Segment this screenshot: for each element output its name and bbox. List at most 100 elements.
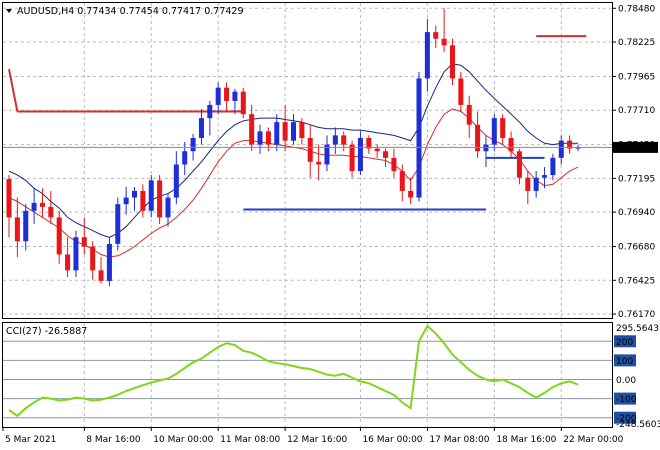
candle-body <box>274 122 280 145</box>
candle-body <box>23 210 29 242</box>
candle-body <box>516 151 522 178</box>
cci-level-label: 200 <box>616 338 633 348</box>
candle-body <box>449 45 455 79</box>
candle-body <box>332 135 338 145</box>
candle-body <box>257 131 263 145</box>
candle-body <box>416 78 422 198</box>
candle-body <box>399 171 405 191</box>
candle-body <box>475 124 481 152</box>
candle-body <box>14 217 20 242</box>
current-price-marker: 0.77429 <box>3 141 658 154</box>
candle-body <box>349 144 355 172</box>
candle-body <box>98 270 104 281</box>
candle-body <box>525 177 531 191</box>
cci-scale-top: 295.5643 <box>616 324 659 334</box>
candle-body <box>542 175 548 178</box>
price-header: AUDUSD,H4 0.77434 0.77454 0.77417 0.7742… <box>6 6 244 17</box>
current-price-label: 0.77429 <box>616 144 653 154</box>
candle-body <box>190 138 196 152</box>
candle-body <box>90 246 96 271</box>
price-tick-label: 0.78480 <box>618 4 655 14</box>
candle-body <box>491 118 497 145</box>
candle-body <box>558 140 564 158</box>
cci-level-label: 0.00 <box>616 376 636 386</box>
candle-body <box>433 32 439 39</box>
candle-body <box>282 122 288 141</box>
candle-body <box>31 202 37 211</box>
cci-level-axis: 200 100 0.00 -100 -200 <box>614 335 637 424</box>
candle-body <box>424 32 430 79</box>
candle-body <box>39 202 45 207</box>
candle-body <box>483 144 489 152</box>
candle-body <box>65 254 71 271</box>
candle-body <box>575 147 581 149</box>
price-tick-label: 0.77965 <box>618 72 655 82</box>
candle-body <box>357 138 363 172</box>
cci-level-box <box>614 354 636 367</box>
candle-body <box>299 122 305 138</box>
price-tick-label: 0.78225 <box>618 38 655 48</box>
candle-body <box>500 118 506 138</box>
candle-body <box>157 180 163 218</box>
candle-body <box>165 197 171 218</box>
candle-body <box>441 38 447 46</box>
candle-body <box>391 157 397 172</box>
time-tick-label: 22 Mar 00:00 <box>563 435 623 445</box>
candle-body <box>73 237 79 271</box>
candle-body <box>6 179 12 218</box>
time-tick-label: 18 Mar 16:00 <box>496 435 556 445</box>
cci-panel-frame <box>2 322 613 428</box>
candle-body <box>115 204 121 244</box>
candle-body <box>182 151 188 165</box>
cci-line <box>8 324 579 418</box>
price-tick-label: 0.76425 <box>618 276 655 286</box>
candle-body <box>290 122 297 141</box>
candle-body <box>249 114 255 145</box>
price-panel[interactable]: 0.784800.782250.779650.777100.774500.771… <box>2 2 659 321</box>
current-price-box <box>612 141 658 153</box>
price-panel-frame <box>2 2 613 319</box>
candle-body <box>132 190 138 198</box>
time-tick-label: 10 Mar 00:00 <box>153 435 213 445</box>
candle-body <box>567 140 573 149</box>
price-tick-label: 0.76680 <box>618 243 655 253</box>
candle-body <box>224 87 230 101</box>
candle-body <box>56 217 62 255</box>
cci-level-label: 100 <box>616 357 633 367</box>
candle-body <box>81 237 87 247</box>
price-tick-label: 0.77710 <box>618 106 655 116</box>
cci-level-label: -100 <box>616 395 637 405</box>
candle-body <box>366 138 372 149</box>
candle-body <box>140 190 146 211</box>
candle-body <box>307 138 313 162</box>
cci-header: CCI(27) -26.5887 <box>6 326 87 337</box>
candle-body <box>466 104 472 125</box>
time-tick-label: 8 Mar 16:00 <box>86 435 141 445</box>
candle-body <box>207 104 213 119</box>
candle-body <box>316 161 322 165</box>
candle-body <box>198 118 204 138</box>
candle-body <box>550 157 556 176</box>
cci-scale-bottom: -248.5603 <box>616 420 660 430</box>
cci-level-box <box>614 392 636 405</box>
cci-series <box>8 324 579 418</box>
time-axis: 5 Mar 2021 8 Mar 16:00 10 Mar 00:00 11 Mar … <box>2 427 624 445</box>
cci-panel[interactable]: 200 100 0.00 -100 -200 295.5643 -248.5603 CC… <box>2 322 660 431</box>
collapse-triangle-icon[interactable] <box>6 9 12 13</box>
stop-bear-segment <box>8 68 19 112</box>
price-axis: 0.784800.782250.779650.777100.774500.771… <box>612 4 655 320</box>
symbol-ohlc-readout: AUDUSD,H4 0.77434 0.77454 0.77417 0.7742… <box>17 6 244 17</box>
price-tick-label: 0.76940 <box>618 208 655 218</box>
candle-body <box>374 148 380 152</box>
candle-body <box>48 206 54 218</box>
candle-body <box>232 91 238 101</box>
candle-body <box>408 190 414 198</box>
cci-level-box <box>614 411 636 424</box>
time-tick-label: 11 Mar 08:00 <box>220 435 280 445</box>
candle-body <box>265 131 271 145</box>
candle-body <box>533 177 539 191</box>
price-tick-label: 0.76170 <box>618 310 655 320</box>
time-tick-label: 16 Mar 00:00 <box>362 435 422 445</box>
cci-level-label: -200 <box>616 414 637 424</box>
